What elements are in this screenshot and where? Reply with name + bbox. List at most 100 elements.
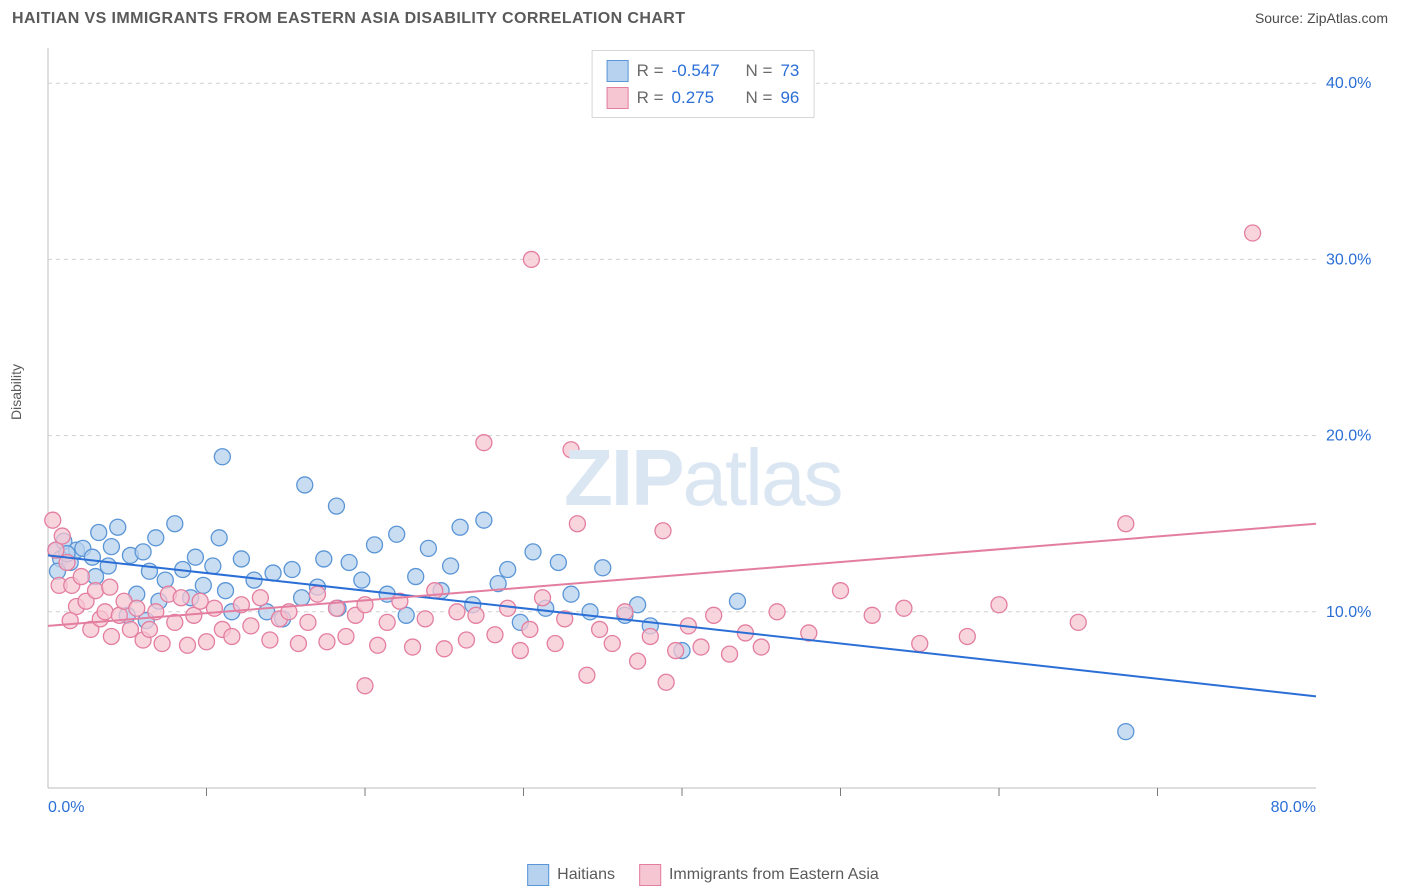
data-point <box>569 516 585 532</box>
trendline-haitians <box>48 555 1316 696</box>
data-point <box>550 554 566 570</box>
data-point <box>316 551 332 567</box>
data-point <box>753 639 769 655</box>
data-point <box>658 674 674 690</box>
n-value: 96 <box>780 84 799 111</box>
legend-label: Immigrants from Eastern Asia <box>669 866 879 884</box>
data-point <box>500 562 516 578</box>
data-point <box>243 618 259 634</box>
data-point <box>693 639 709 655</box>
data-point <box>110 519 126 535</box>
data-point <box>328 498 344 514</box>
data-point <box>91 525 107 541</box>
data-point <box>427 583 443 599</box>
data-point <box>579 667 595 683</box>
chart-area: ZIPatlas 10.0%20.0%30.0%40.0%0.0%80.0% <box>44 42 1380 818</box>
y-tick-label: 10.0% <box>1326 604 1371 621</box>
legend-item: Haitians <box>527 864 615 886</box>
data-point <box>1118 724 1134 740</box>
data-point <box>205 558 221 574</box>
data-point <box>84 549 100 565</box>
data-point <box>833 583 849 599</box>
data-point <box>122 621 138 637</box>
n-label: N = <box>746 84 773 111</box>
legend-label: Haitians <box>557 866 615 884</box>
data-point <box>370 637 386 653</box>
data-point <box>525 544 541 560</box>
trendline-eastern-asia <box>48 524 1316 626</box>
data-point <box>512 643 528 659</box>
series-legend: Haitians Immigrants from Eastern Asia <box>527 864 879 886</box>
data-point <box>73 569 89 585</box>
data-point <box>167 516 183 532</box>
data-point <box>297 477 313 493</box>
legend-row: R = 0.275 N = 96 <box>607 84 800 111</box>
data-point <box>417 611 433 627</box>
data-point <box>357 678 373 694</box>
data-point <box>265 565 281 581</box>
data-point <box>319 634 335 650</box>
legend-item: Immigrants from Eastern Asia <box>639 864 879 886</box>
data-point <box>157 572 173 588</box>
data-point <box>379 614 395 630</box>
legend-swatch <box>527 864 549 886</box>
r-label: R = <box>637 57 664 84</box>
data-point <box>408 569 424 585</box>
source-label: Source: ZipAtlas.com <box>1255 10 1388 26</box>
data-point <box>45 512 61 528</box>
data-point <box>246 572 262 588</box>
data-point <box>722 646 738 662</box>
data-point <box>341 554 357 570</box>
data-point <box>405 639 421 655</box>
data-point <box>547 636 563 652</box>
correlation-legend: R = -0.547 N = 73 R = 0.275 N = 96 <box>592 50 815 118</box>
data-point <box>729 593 745 609</box>
y-tick-label: 20.0% <box>1326 428 1371 445</box>
r-value: -0.547 <box>672 57 738 84</box>
y-tick-label: 40.0% <box>1326 75 1371 92</box>
data-point <box>179 637 195 653</box>
x-tick-label: 80.0% <box>1271 799 1316 816</box>
data-point <box>563 442 579 458</box>
data-point <box>192 593 208 609</box>
data-point <box>655 523 671 539</box>
data-point <box>141 621 157 637</box>
r-value: 0.275 <box>672 84 738 111</box>
data-point <box>959 628 975 644</box>
data-point <box>252 590 268 606</box>
data-point <box>354 572 370 588</box>
data-point <box>262 632 278 648</box>
legend-row: R = -0.547 N = 73 <box>607 57 800 84</box>
data-point <box>443 558 459 574</box>
series-haitians <box>48 449 1134 740</box>
data-point <box>211 530 227 546</box>
data-point <box>233 551 249 567</box>
r-label: R = <box>637 84 664 111</box>
data-point <box>420 540 436 556</box>
data-point <box>991 597 1007 613</box>
x-tick-label: 0.0% <box>48 799 84 816</box>
data-point <box>535 590 551 606</box>
data-point <box>1070 614 1086 630</box>
data-point <box>500 600 516 616</box>
data-point <box>592 621 608 637</box>
n-label: N = <box>746 57 773 84</box>
data-point <box>630 653 646 669</box>
data-point <box>487 627 503 643</box>
data-point <box>449 604 465 620</box>
data-point <box>309 586 325 602</box>
data-point <box>595 560 611 576</box>
legend-swatch <box>607 60 629 82</box>
data-point <box>195 577 211 593</box>
data-point <box>523 251 539 267</box>
data-point <box>102 579 118 595</box>
data-point <box>522 621 538 637</box>
data-point <box>100 558 116 574</box>
data-point <box>199 634 215 650</box>
data-point <box>338 628 354 644</box>
data-point <box>187 549 203 565</box>
data-point <box>896 600 912 616</box>
data-point <box>1118 516 1134 532</box>
data-point <box>582 604 598 620</box>
data-point <box>864 607 880 623</box>
